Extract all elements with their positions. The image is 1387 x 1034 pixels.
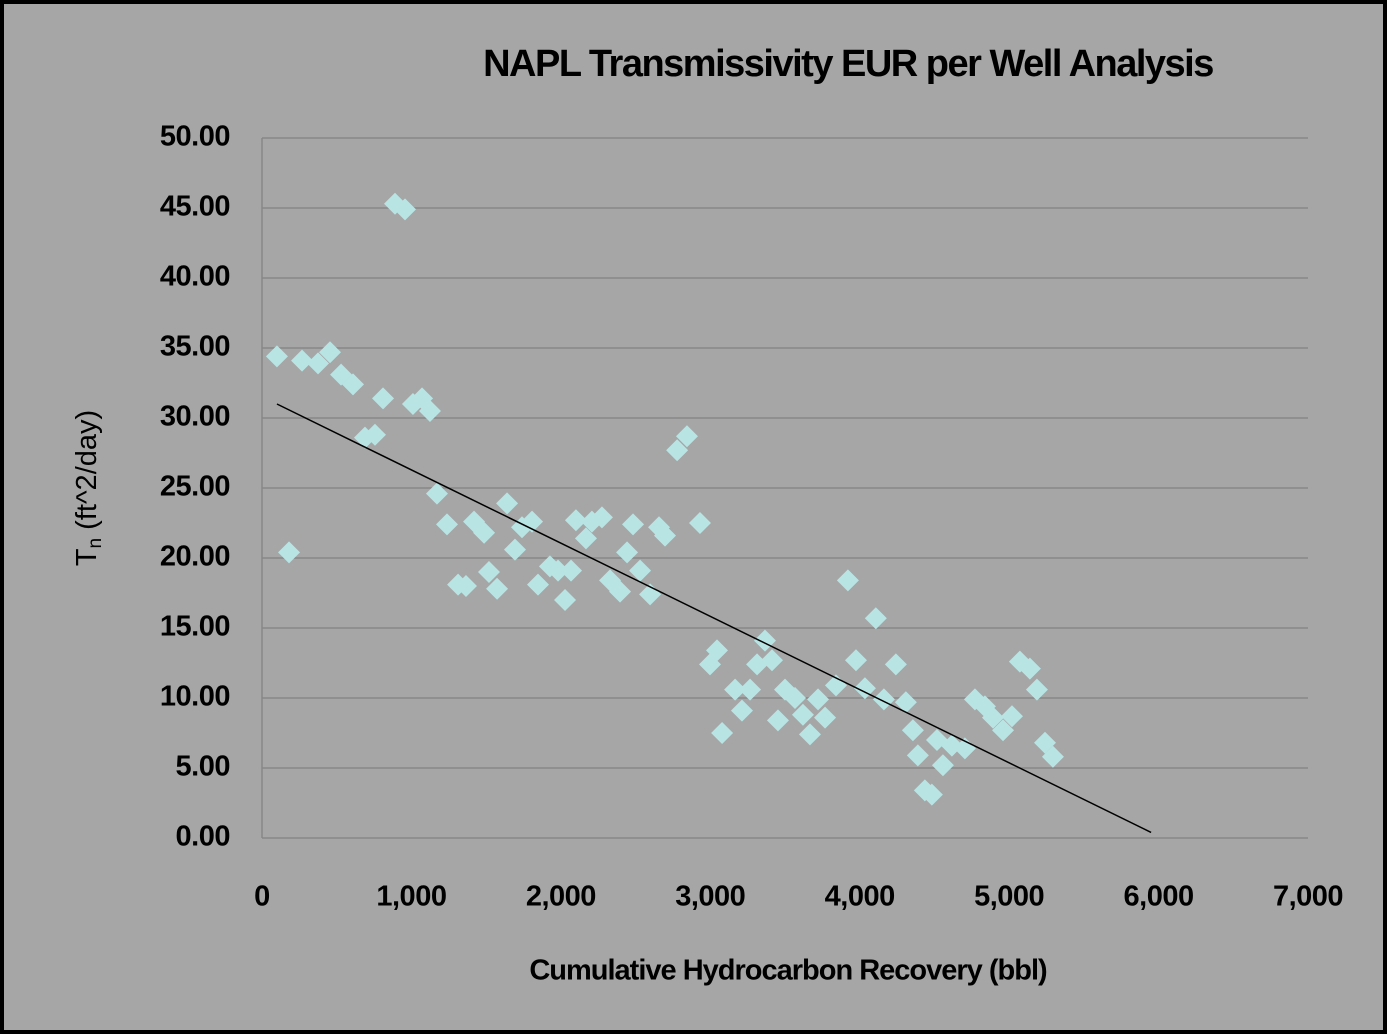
x-tick-label: 5,000	[974, 881, 1044, 913]
data-point	[798, 723, 821, 746]
y-axis-label: Tn (ft^2/day)	[71, 410, 106, 566]
data-point	[766, 709, 789, 732]
data-point	[554, 589, 577, 611]
data-point	[622, 513, 645, 536]
y-axis-label-main: T	[71, 548, 103, 566]
y-tick-label: 5.00	[176, 751, 230, 783]
x-tick-label: 7,000	[1273, 881, 1343, 913]
data-point	[920, 783, 943, 806]
data-point	[574, 527, 597, 550]
data-point	[730, 699, 753, 722]
y-tick-label: 30.00	[160, 401, 230, 433]
x-tick-label: 3,000	[675, 881, 745, 913]
data-point	[784, 687, 807, 709]
data-point	[1041, 745, 1064, 768]
data-point	[711, 722, 734, 744]
data-point	[418, 400, 441, 422]
data-point	[906, 744, 929, 767]
data-point	[363, 423, 386, 446]
data-point	[844, 649, 867, 672]
data-point	[791, 703, 814, 726]
data-point	[486, 577, 509, 600]
data-point	[609, 580, 632, 603]
data-point	[477, 561, 500, 583]
y-tick-label: 25.00	[160, 471, 230, 503]
y-tick-label: 20.00	[160, 541, 230, 573]
y-tick-label: 45.00	[160, 191, 230, 223]
data-point	[394, 198, 417, 221]
y-tick-label: 40.00	[160, 261, 230, 293]
data-point	[1018, 657, 1041, 680]
data-point	[291, 349, 314, 372]
data-point	[884, 653, 907, 676]
y-tick-label: 10.00	[160, 681, 230, 713]
data-point	[278, 541, 301, 564]
data-point	[666, 439, 689, 462]
data-point	[616, 541, 639, 564]
data-point	[435, 513, 458, 536]
data-point	[318, 341, 341, 364]
data-point	[654, 524, 677, 547]
data-point	[503, 538, 526, 561]
data-point	[894, 691, 917, 714]
data-point	[688, 512, 711, 534]
data-point	[526, 573, 549, 596]
data-point	[706, 639, 729, 662]
y-tick-label: 50.00	[160, 121, 230, 153]
trendline	[276, 403, 1152, 834]
x-tick-label: 4,000	[825, 881, 895, 913]
data-point	[982, 706, 1005, 729]
data-point	[372, 387, 395, 410]
data-point	[307, 352, 330, 375]
data-point	[590, 506, 613, 529]
data-point	[992, 719, 1015, 742]
data-point	[580, 510, 603, 533]
data-point	[807, 688, 830, 711]
x-tick-label: 6,000	[1124, 881, 1194, 913]
data-point	[547, 559, 570, 582]
data-point	[836, 569, 859, 592]
x-axis-label: Cumulative Hydrocarbon Recovery (bbl)	[529, 955, 1047, 987]
x-tick-label: 2,000	[526, 881, 596, 913]
data-point	[814, 706, 837, 729]
y-tick-label: 0.00	[176, 821, 230, 853]
y-tick-label: 15.00	[160, 611, 230, 643]
data-point	[953, 737, 976, 760]
data-point	[675, 425, 698, 448]
data-point	[901, 719, 924, 742]
data-point	[473, 521, 496, 544]
data-point	[739, 678, 762, 701]
data-point	[1025, 678, 1048, 701]
y-tick-label: 35.00	[160, 331, 230, 363]
data-point	[265, 345, 288, 368]
data-point	[454, 575, 477, 597]
data-point	[864, 607, 887, 630]
data-point	[425, 482, 448, 505]
y-axis-label-sub: n	[85, 538, 106, 549]
data-point	[564, 509, 587, 532]
data-point	[560, 559, 583, 582]
data-point	[629, 559, 652, 582]
x-tick-label: 1,000	[376, 881, 446, 913]
chart-title: NAPL Transmissivity EUR per Well Analysi…	[483, 43, 1213, 85]
data-point	[1000, 705, 1023, 728]
data-point	[342, 373, 365, 396]
data-point	[760, 649, 783, 672]
data-point	[931, 754, 954, 777]
data-point	[724, 678, 747, 701]
data-point	[496, 492, 519, 515]
data-point	[853, 677, 876, 700]
x-tick-label: 0	[254, 881, 270, 913]
y-axis-label-rest: (ft^2/day)	[71, 410, 103, 538]
